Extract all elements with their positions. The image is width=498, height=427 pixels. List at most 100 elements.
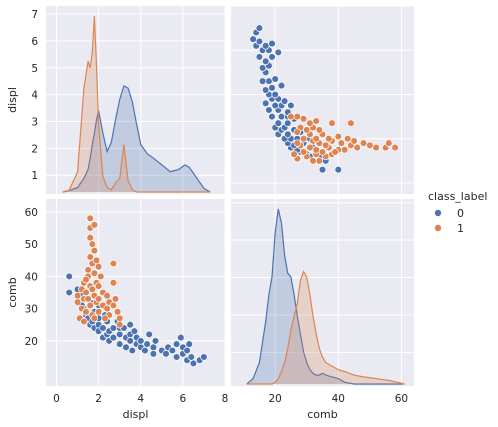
panel-comb-vs-displ <box>46 199 226 386</box>
scatter-point-class-0 <box>185 340 193 348</box>
scatter-point-class-1 <box>101 314 109 323</box>
axis-title-x-displ: displ <box>123 408 149 421</box>
scatter-point-class-0 <box>109 333 118 342</box>
scatter-point-class-1 <box>109 301 118 310</box>
scatter-point-class-0 <box>109 324 118 332</box>
panel-displ-vs-displ <box>46 6 226 194</box>
scatter-point-class-1 <box>299 148 308 156</box>
scatter-point-class-1 <box>299 115 308 123</box>
scatter-point-class-0 <box>255 53 264 61</box>
scatter-point-class-0 <box>115 340 124 348</box>
legend-title: class_label <box>428 190 487 203</box>
tick-label-x-comb: 20 <box>268 393 281 405</box>
scatter-point-class-0 <box>258 64 267 72</box>
scatter-point-class-1 <box>90 269 99 277</box>
scatter-point-class-1 <box>94 262 103 271</box>
scatter-point-class-0 <box>200 353 208 361</box>
scatter-point-class-0 <box>255 37 264 46</box>
scatter-point-class-1 <box>82 288 90 297</box>
scatter-point-class-0 <box>65 288 73 297</box>
scatter-point-class-1 <box>325 134 333 143</box>
scatter-point-class-0 <box>187 353 196 361</box>
tick-label-y-displ: 2 <box>31 143 38 155</box>
scatter-point-class-1 <box>94 308 103 316</box>
scatter-point-class-1 <box>73 291 82 300</box>
scatter-point-class-1 <box>315 157 324 165</box>
scatter-point-class-0 <box>168 346 177 355</box>
scatter-point-class-0 <box>284 130 292 139</box>
kde-line-class-1 <box>62 15 211 193</box>
scatter-point-class-0 <box>274 119 283 127</box>
scatter-point-class-1 <box>115 320 124 329</box>
scatter-point-class-0 <box>318 165 327 174</box>
scatter-point-class-0 <box>261 99 270 108</box>
scatter-point-class-0 <box>143 340 151 348</box>
kde-area-class-1 <box>62 16 211 192</box>
scatter-point-class-0 <box>183 346 191 355</box>
scatter-point-class-0 <box>149 343 158 352</box>
scatter-point-class-0 <box>126 320 134 329</box>
tick-label-y-displ: 7 <box>31 9 38 21</box>
scatter-point-class-0 <box>277 112 286 121</box>
scatter-point-class-1 <box>312 146 320 154</box>
scatter-point-class-1 <box>90 221 99 229</box>
scatter-point-class-1 <box>366 141 374 150</box>
panel-displ-vs-comb <box>231 5 414 194</box>
scatter-point-class-0 <box>128 346 137 355</box>
scatter-point-class-1 <box>312 134 320 143</box>
scatter-point-class-1 <box>92 256 101 265</box>
scatter-point-class-1 <box>86 214 94 223</box>
panel-background <box>46 6 225 194</box>
scatter-point-class-1 <box>287 112 295 121</box>
legend-marker-1 <box>433 223 442 232</box>
scatter-point-class-1 <box>82 308 90 316</box>
scatter-point-class-0 <box>115 330 124 339</box>
scatter-point-class-0 <box>122 343 130 352</box>
scatter-point-class-0 <box>271 90 279 99</box>
scatter-point-class-1 <box>94 282 103 290</box>
axis-title-x-comb: comb <box>307 408 337 421</box>
scatter-point-class-1 <box>84 266 92 274</box>
scatter-point-class-1 <box>306 119 314 127</box>
scatter-point-class-0 <box>126 337 134 345</box>
scatter-point-class-1 <box>337 139 346 147</box>
scatter-point-class-0 <box>334 165 343 174</box>
scatter-point-class-1 <box>109 259 118 268</box>
scatter-point-class-1 <box>347 119 355 127</box>
scatter-point-class-0 <box>261 86 270 94</box>
axis-title-y-displ: displ <box>6 87 19 113</box>
scatter-point-class-1 <box>343 134 352 143</box>
scatter-point-class-0 <box>258 77 267 85</box>
tick-label-x-displ: 2 <box>95 393 102 405</box>
panel-comb-vs-comb <box>231 199 414 386</box>
scatter-point-class-1 <box>331 148 339 156</box>
tick-label-y-displ: 5 <box>31 63 38 75</box>
scatter-point-class-1 <box>306 143 314 152</box>
axis-title-y-comb: comb <box>6 277 19 307</box>
scatter-point-class-1 <box>90 246 99 255</box>
tick-label-y-comb: 60 <box>25 207 38 219</box>
scatter-point-class-0 <box>277 81 286 90</box>
kde-line-class-0 <box>246 208 405 385</box>
scatter-point-class-0 <box>145 330 153 339</box>
scatter-point-class-0 <box>151 337 160 345</box>
kde-line-class-1 <box>246 270 405 385</box>
scatter-point-class-0 <box>287 101 295 110</box>
scatter-point-class-1 <box>353 143 361 152</box>
scatter-point-class-1 <box>372 143 380 152</box>
tick-label-y-displ: 1 <box>31 170 38 182</box>
tick-label-y-displ: 6 <box>31 36 38 48</box>
scatter-point-class-1 <box>391 143 399 152</box>
scatter-point-class-0 <box>255 24 264 32</box>
tick-label-y-displ: 3 <box>31 116 38 128</box>
scatter-point-class-1 <box>318 148 327 156</box>
scatter-point-class-1 <box>290 150 298 158</box>
scatter-point-class-0 <box>141 346 149 355</box>
scatter-point-class-1 <box>86 253 94 261</box>
scatter-point-class-1 <box>73 298 82 306</box>
scatter-point-class-1 <box>309 157 317 165</box>
scatter-point-class-0 <box>130 327 139 335</box>
scatter-point-class-0 <box>268 39 276 48</box>
scatter-point-class-1 <box>293 128 302 136</box>
tick-label-y-comb: 20 <box>25 336 38 348</box>
